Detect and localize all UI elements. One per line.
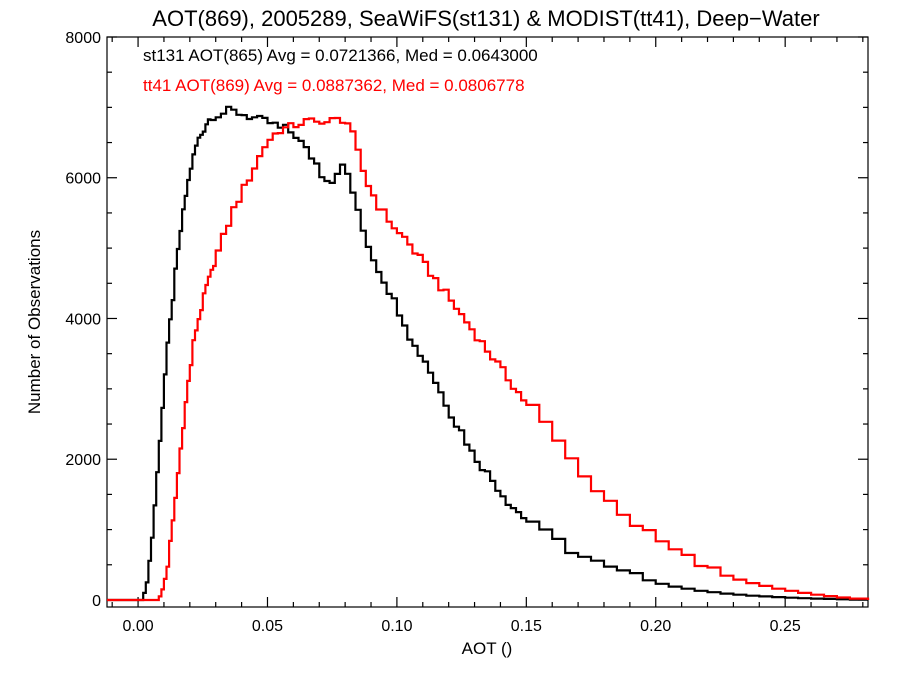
series-line-st131 [107, 105, 870, 602]
y-tick-label: 6000 [65, 171, 101, 188]
y-tick-label: 4000 [65, 311, 101, 328]
legend-entry-st131: st131 AOT(865) Avg = 0.0721366, Med = 0.… [143, 46, 538, 65]
x-tick-label: 0.05 [252, 618, 283, 635]
x-axis-label: AOT () [462, 639, 513, 658]
y-axis: 0 2000 4000 6000 8000 [65, 30, 868, 610]
y-tick-label: 0 [92, 593, 101, 610]
y-axis-label: Number of Observations [25, 230, 44, 414]
x-axis: 0.00 0.05 0.10 0.15 0.20 0.25 [111, 37, 864, 635]
legend-entry-tt41: tt41 AOT(869) Avg = 0.0887362, Med = 0.0… [143, 76, 525, 95]
y-tick-label: 2000 [65, 452, 101, 469]
plot-frame [106, 36, 869, 608]
x-tick-label: 0.15 [511, 618, 542, 635]
series-line-tt41 [107, 116, 870, 602]
x-tick-label: 0.20 [640, 618, 671, 635]
series-group [107, 105, 870, 602]
chart-title: AOT(869), 2005289, SeaWiFS(st131) & MODI… [152, 6, 819, 31]
legend: st131 AOT(865) Avg = 0.0721366, Med = 0.… [143, 46, 538, 95]
x-tick-label: 0.25 [770, 618, 801, 635]
y-tick-label: 8000 [65, 30, 101, 47]
x-tick-label: 0.00 [122, 618, 153, 635]
x-tick-label: 0.10 [381, 618, 412, 635]
